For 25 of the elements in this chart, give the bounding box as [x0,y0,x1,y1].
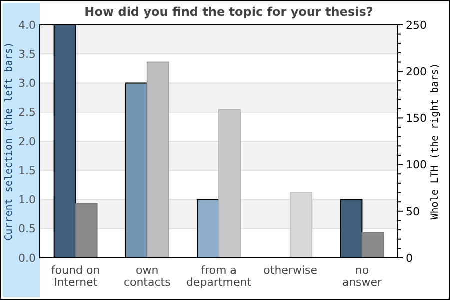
x-tick-label: found on Internet [51,264,100,289]
x-tick-label: from a department [186,264,252,289]
y-tick-label: 1.5 [18,164,36,178]
bar [218,109,241,258]
y-tick-label: 2.5 [18,106,36,120]
y-tick-label: 4.0 [18,18,36,32]
y-tick-label: 3.0 [18,77,36,90]
y2-tick-label: 50 [406,205,420,218]
y-tick-label: 0.5 [18,222,36,236]
x-tick-label: no answer [342,264,383,289]
y2-tick-label: 0 [406,252,413,265]
y-tick-label: 0.0 [18,252,36,265]
x-tick-label: otherwise [264,264,318,277]
y-axis-title: Current selection (the left bars) [4,42,15,241]
chart-title: How did you find the topic for your thesis? [84,5,374,19]
y2-axis-title: Whole LTH (the right bars) [430,63,441,220]
y2-tick-label: 100 [406,158,427,172]
y-tick-label: 1.0 [18,194,36,207]
bar [75,203,98,258]
y2-tick-label: 150 [406,112,427,126]
x-tick-label: own contacts [124,264,172,289]
y-tick-label: 2.0 [18,135,36,148]
y2-tick-label: 250 [406,18,427,32]
y2-tick-label: 200 [406,65,427,78]
y-tick-label: 3.5 [18,48,36,61]
